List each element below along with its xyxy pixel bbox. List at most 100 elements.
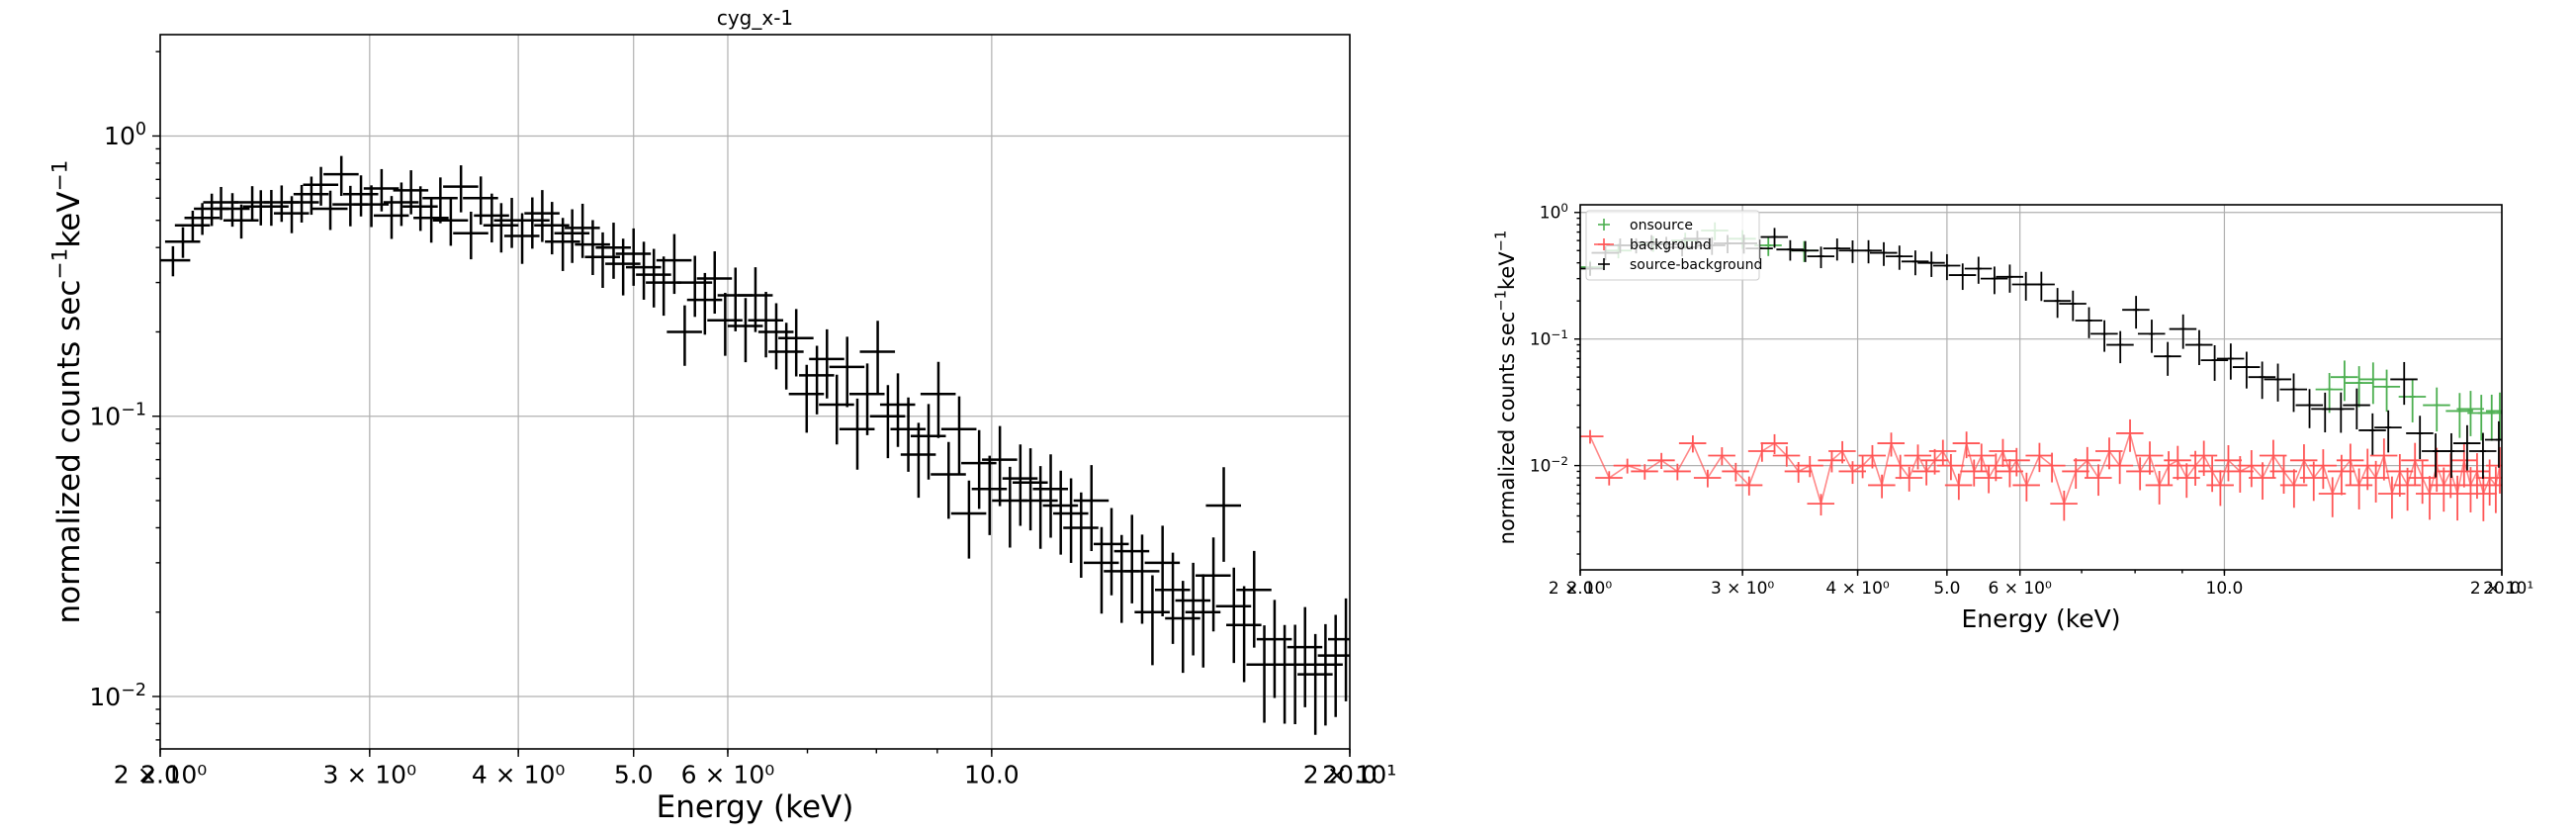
data-point-0-62 [778, 309, 814, 377]
data-point-1-45 [2073, 446, 2101, 479]
data-point-2-51 [2374, 410, 2402, 453]
x-tick-label-4: 5.0 [1933, 579, 1960, 599]
data-point-1-72 [2336, 443, 2364, 485]
data-point-2-13 [1776, 239, 1804, 261]
ylabel-exp-2: −1 [1493, 231, 1510, 252]
data-point-0-70 [859, 321, 896, 394]
data-point-2-24 [1948, 263, 1977, 291]
axes-frame [159, 34, 1351, 750]
data-point-0-54 [696, 251, 733, 315]
data-point-1-25 [1895, 466, 1923, 492]
x-tick-label-8: 20.0 [1322, 760, 1377, 788]
data-point-0-14 [293, 176, 329, 216]
ylabel-exp-1: −1 [48, 248, 73, 280]
data-point-2-46 [2295, 389, 2324, 428]
data-point-0-7 [1790, 240, 1819, 262]
data-point-0-13 [283, 184, 319, 223]
data-point-1-16 [1807, 494, 1835, 516]
ylabel-exp-2: −1 [48, 160, 73, 192]
data-point-1-54 [2164, 445, 2191, 481]
data-point-2-18 [1854, 239, 1883, 264]
data-point-0-94 [1104, 534, 1139, 623]
data-point-0-51 [666, 305, 702, 366]
data-point-0-36 [514, 197, 550, 249]
data-point-1-5 [1663, 463, 1691, 481]
y-tick-label-1-base: 10 [89, 402, 121, 430]
data-point-0-40 [554, 209, 590, 263]
grid [159, 35, 1351, 749]
data-point-0-21 [363, 168, 400, 212]
data-point-1-89 [2462, 453, 2491, 500]
data-point-0-16 [311, 190, 348, 231]
y-tick-label-2: 10−2 [89, 681, 146, 711]
data-point-0-35 [503, 213, 540, 264]
data-point-1-30 [1936, 453, 1965, 481]
data-point-0-29 [443, 165, 479, 213]
legend-label-0: onsource [1630, 218, 1693, 233]
data-point-0-10 [2345, 366, 2373, 408]
series-1 [1580, 418, 2502, 521]
data-point-1-50 [2126, 457, 2154, 491]
data-point-2-12 [1760, 228, 1789, 248]
data-point-2-26 [1980, 266, 2008, 295]
data-point-1-2 [1613, 458, 1642, 474]
data-point-2-32 [2075, 307, 2103, 338]
data-point-2-55 [2437, 432, 2465, 479]
data-point-0-89 [1053, 478, 1089, 564]
data-point-1-32 [1952, 431, 1981, 459]
data-point-0-2 [174, 210, 211, 242]
data-point-1-1 [1595, 471, 1623, 486]
data-point-1-48 [2105, 451, 2134, 485]
data-point-0-106 [1226, 586, 1262, 683]
data-point-0-65 [809, 328, 844, 399]
y-axis [1574, 212, 1580, 555]
data-point-1-44 [2062, 458, 2089, 489]
x-tick-label-3: 4 × 10⁰ [1825, 579, 1889, 599]
data-point-0-30 [453, 211, 489, 260]
data-point-0-116 [1327, 598, 1350, 701]
data-point-1-81 [2408, 460, 2437, 505]
ylabel-part-1: normalized counts sec [1495, 312, 1519, 545]
data-point-2-53 [2406, 416, 2434, 460]
data-point-2-56 [2452, 424, 2481, 471]
data-point-0-69 [848, 363, 885, 435]
data-point-0-87 [1032, 454, 1069, 538]
data-point-1-42 [2038, 452, 2066, 483]
data-point-0-13 [2398, 379, 2427, 422]
data-point-0-60 [757, 303, 794, 370]
data-point-0-107 [1236, 550, 1272, 648]
legend-handle-2 [1598, 258, 1610, 270]
x-tick-label-5: 6 × 10⁰ [681, 760, 775, 788]
data-point-2-48 [2327, 392, 2354, 433]
data-point-1-47 [2094, 437, 2123, 470]
y-tick-label-1-exp: −1 [121, 400, 146, 419]
data-point-0-8 [2315, 373, 2344, 414]
data-point-0-99 [1154, 552, 1191, 644]
data-point-0-1 [164, 227, 201, 258]
y-tick-label-0-exp: 0 [135, 120, 146, 139]
data-point-0-18 [332, 185, 368, 227]
data-point-0-91 [1073, 465, 1110, 551]
data-point-1-82 [2416, 476, 2443, 520]
data-point-0-12 [2372, 369, 2401, 413]
data-point-2-20 [1885, 245, 1913, 270]
data-point-2-38 [2169, 314, 2197, 349]
data-point-0-97 [1134, 575, 1170, 666]
data-point-0-20 [353, 185, 390, 228]
x-tick-label-8: 20.0 [2483, 579, 2521, 599]
data-point-0-11 [263, 185, 300, 223]
data-point-2-19 [1869, 241, 1898, 266]
data-point-1-31 [1944, 473, 1973, 501]
data-point-2-31 [2059, 290, 2087, 322]
data-point-0-14 [2423, 387, 2450, 432]
data-point-1-79 [2393, 467, 2422, 511]
data-point-1-41 [2025, 442, 2053, 473]
y-tick-label-1: 10−1 [1530, 327, 1568, 350]
data-point-1-24 [1886, 454, 1914, 480]
data-point-2-43 [2248, 361, 2276, 400]
data-point-1-59 [2206, 470, 2234, 507]
legend-label-1: background [1630, 237, 1712, 253]
legend-box [1585, 210, 1760, 281]
data-point-2-52 [2390, 361, 2418, 406]
